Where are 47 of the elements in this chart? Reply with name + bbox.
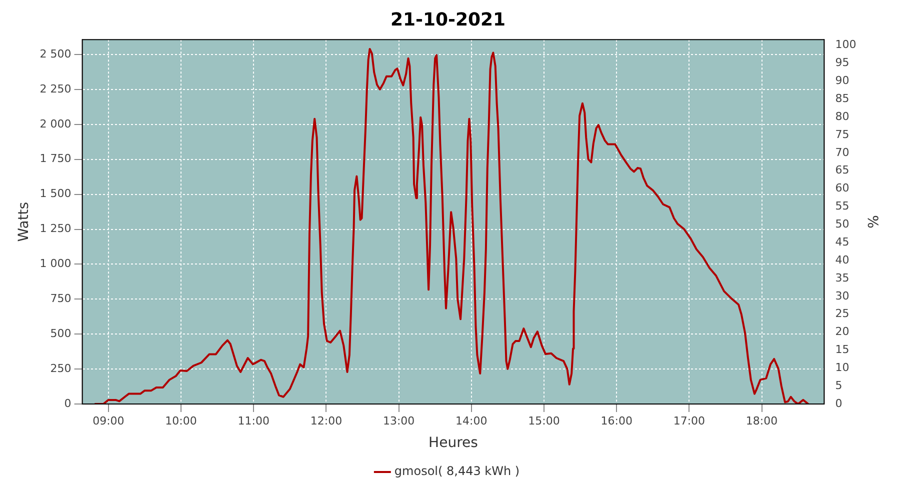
y-tick-label: 2 250 xyxy=(40,82,72,96)
y-axis-title: Watts xyxy=(16,202,32,242)
y-tick-label: 1 250 xyxy=(40,222,72,236)
y2-tick-label: 70 xyxy=(835,146,850,159)
y2-tick-label: 30 xyxy=(835,289,850,302)
x-tick-label: 09:00 xyxy=(92,414,124,428)
y2-tick-label: 15 xyxy=(835,343,850,356)
y2-tick-label: 50 xyxy=(835,218,850,231)
y2-tick-label: 10 xyxy=(835,360,850,374)
y-tick-label: 1 000 xyxy=(40,257,72,270)
x-tick-label: 12:00 xyxy=(310,414,342,428)
chart-title: 21-10-2021 xyxy=(390,9,506,30)
y-tick-label: 2 000 xyxy=(40,117,72,130)
x-tick-label: 17:00 xyxy=(673,414,706,428)
y2-tick-label: 60 xyxy=(835,182,850,195)
y2-tick-label: 35 xyxy=(835,271,850,284)
x-tick-label: 14:00 xyxy=(456,414,488,428)
y2-tick-label: 90 xyxy=(835,74,850,88)
y2-tick-label: 65 xyxy=(835,164,850,177)
x-tick-label: 13:00 xyxy=(382,414,415,428)
y2-tick-label: 40 xyxy=(835,253,850,266)
y2-tick-label: 20 xyxy=(835,325,850,338)
y2-tick-label: 100 xyxy=(835,38,856,52)
y-tick-label: 500 xyxy=(50,326,72,340)
y2-tick-label: 0 xyxy=(835,396,842,410)
y-tick-label: 250 xyxy=(50,362,72,375)
y2-tick-label: 75 xyxy=(835,128,850,141)
y-tick-label: 750 xyxy=(50,292,72,306)
y-tick-label: 2 500 xyxy=(40,47,72,60)
y-tick-label: 1 500 xyxy=(40,187,72,200)
legend-label: gmosol( 8,443 kWh ) xyxy=(394,464,520,478)
x-axis-title: Heures xyxy=(428,435,478,452)
y2-tick-label: 25 xyxy=(835,307,850,320)
x-tick-label: 11:00 xyxy=(238,414,270,428)
x-tick-label: 18:00 xyxy=(746,414,778,428)
y2-tick-label: 85 xyxy=(835,92,850,105)
y2-tick-label: 5 xyxy=(835,378,842,392)
y2-tick-label: 95 xyxy=(835,56,850,70)
x-tick-label: 10:00 xyxy=(165,414,197,428)
y2-tick-label: 55 xyxy=(835,200,850,213)
y-tick-label: 0 xyxy=(64,396,72,410)
y2-tick-label: 80 xyxy=(835,110,850,123)
x-tick-label: 15:00 xyxy=(528,414,560,428)
y2-tick-label: 45 xyxy=(835,235,850,248)
y2-axis-title: % xyxy=(864,215,880,228)
y-tick-label: 1 750 xyxy=(40,152,72,166)
x-tick-label: 16:00 xyxy=(600,414,632,428)
